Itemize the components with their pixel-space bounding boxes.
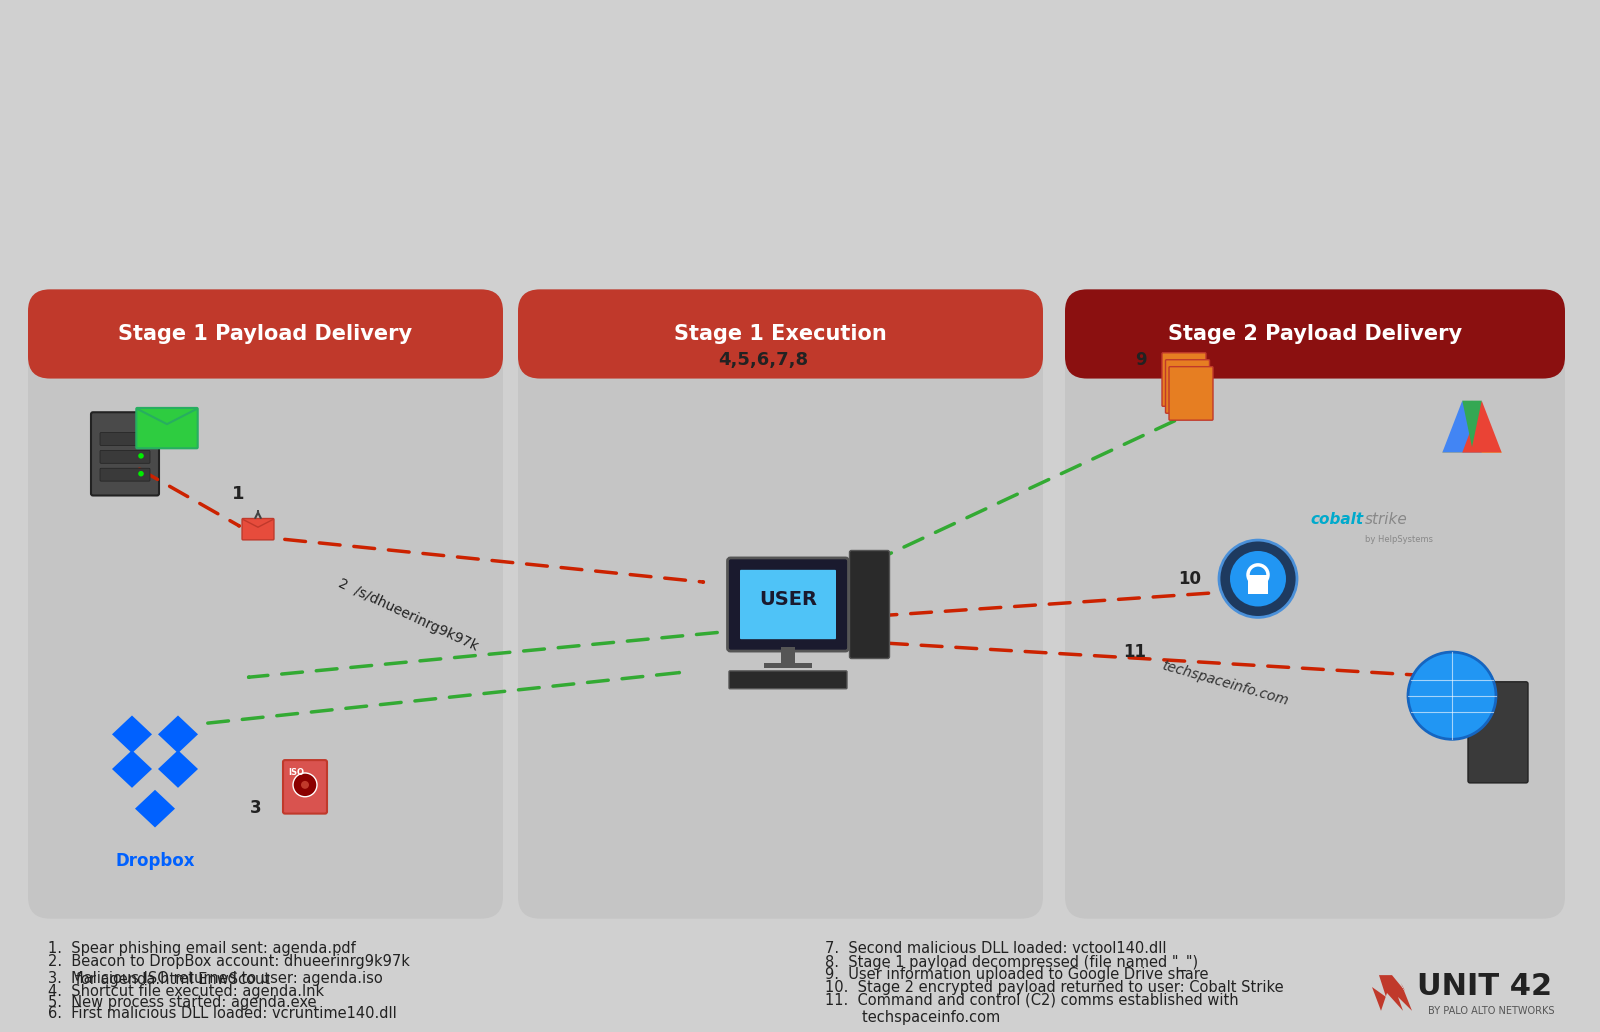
Text: USER: USER [758,590,818,609]
FancyBboxPatch shape [728,558,848,651]
Text: Stage 1 Payload Delivery: Stage 1 Payload Delivery [118,324,413,344]
Text: 1: 1 [232,485,245,504]
Text: 4.  Shortcut file executed: agenda.lnk: 4. Shortcut file executed: agenda.lnk [48,985,325,999]
Text: 3: 3 [250,799,262,816]
Text: 9.  User information uploaded to Google Drive share: 9. User information uploaded to Google D… [826,967,1208,982]
FancyArrowPatch shape [285,540,704,582]
Bar [781,647,795,666]
Text: 10.  Stage 2 encrypted payload returned to user: Cobalt Strike: 10. Stage 2 encrypted payload returned t… [826,980,1283,995]
FancyBboxPatch shape [99,450,150,463]
Polygon shape [158,715,198,753]
FancyBboxPatch shape [1469,682,1528,783]
Circle shape [138,453,144,458]
Text: Stage 1 Execution: Stage 1 Execution [674,324,886,344]
Text: BY PALO ALTO NETWORKS: BY PALO ALTO NETWORKS [1429,1006,1555,1015]
Polygon shape [134,789,174,828]
FancyBboxPatch shape [242,518,274,540]
FancyArrowPatch shape [877,590,1243,616]
Polygon shape [1462,400,1502,453]
Polygon shape [158,750,198,787]
Bar [1248,575,1267,593]
Text: cobalt: cobalt [1310,512,1363,526]
FancyArrowPatch shape [248,633,717,677]
Polygon shape [1442,400,1482,453]
Text: 4,5,6,7,8: 4,5,6,7,8 [718,351,808,368]
FancyBboxPatch shape [136,408,198,448]
FancyBboxPatch shape [1170,366,1213,420]
Text: 2.  Beacon to DropBox account: dhueerinrg9k97k
      for agenda.html EnwScout: 2. Beacon to DropBox account: dhueerinrg… [48,955,410,987]
Text: by HelpSystems: by HelpSystems [1365,535,1434,544]
Polygon shape [1442,400,1502,453]
Text: 2  /s/dhueerinrg9k97k: 2 /s/dhueerinrg9k97k [336,577,480,654]
Text: strike: strike [1365,512,1408,526]
Polygon shape [112,715,152,753]
FancyBboxPatch shape [29,289,502,918]
Circle shape [138,471,144,477]
FancyBboxPatch shape [91,412,158,495]
Bar [765,663,813,668]
Text: ISO: ISO [288,768,304,777]
FancyBboxPatch shape [1066,289,1565,379]
FancyBboxPatch shape [518,289,1043,379]
FancyArrowPatch shape [872,415,1187,561]
Circle shape [138,436,144,441]
FancyBboxPatch shape [29,289,502,379]
FancyArrowPatch shape [139,470,240,526]
FancyBboxPatch shape [1165,360,1210,413]
FancyArrowPatch shape [877,643,1427,676]
FancyBboxPatch shape [1066,289,1565,918]
Circle shape [1230,551,1286,607]
FancyBboxPatch shape [730,671,846,688]
Text: 6.  First malicious DLL loaded: vcruntime140.dll: 6. First malicious DLL loaded: vcruntime… [48,1006,397,1021]
Text: 7.  Second malicious DLL loaded: vctool140.dll: 7. Second malicious DLL loaded: vctool14… [826,941,1166,957]
FancyBboxPatch shape [518,289,1043,918]
Text: 11.  Command and control (C2) comms established with
        techspaceinfo.com: 11. Command and control (C2) comms estab… [826,993,1238,1026]
FancyBboxPatch shape [850,550,890,658]
Polygon shape [1462,400,1482,447]
Circle shape [301,781,309,788]
Circle shape [1219,540,1298,617]
Text: Dropbox: Dropbox [115,852,195,870]
Text: techspaceinfo.com: techspaceinfo.com [1160,659,1290,709]
Text: 9: 9 [1134,351,1147,368]
Circle shape [293,773,317,797]
Text: 10: 10 [1178,570,1202,588]
Polygon shape [1373,975,1413,1010]
Text: Stage 2 Payload Delivery: Stage 2 Payload Delivery [1168,324,1462,344]
FancyBboxPatch shape [99,469,150,481]
Text: 3.  Malicious ISO returned to user: agenda.iso: 3. Malicious ISO returned to user: agend… [48,971,382,987]
FancyBboxPatch shape [99,432,150,446]
FancyBboxPatch shape [739,570,835,639]
FancyBboxPatch shape [283,761,326,813]
Polygon shape [112,750,152,787]
Text: 8.  Stage 1 payload decompressed (file named "_"): 8. Stage 1 payload decompressed (file na… [826,955,1198,970]
Text: 11: 11 [1123,643,1147,660]
FancyArrowPatch shape [208,673,680,723]
Text: 1.  Spear phishing email sent: agenda.pdf: 1. Spear phishing email sent: agenda.pdf [48,941,355,957]
Circle shape [1408,652,1496,739]
Text: UNIT 42: UNIT 42 [1418,972,1552,1001]
FancyBboxPatch shape [1162,353,1206,407]
Text: 5.  New process started: agenda.exe: 5. New process started: agenda.exe [48,995,317,1010]
